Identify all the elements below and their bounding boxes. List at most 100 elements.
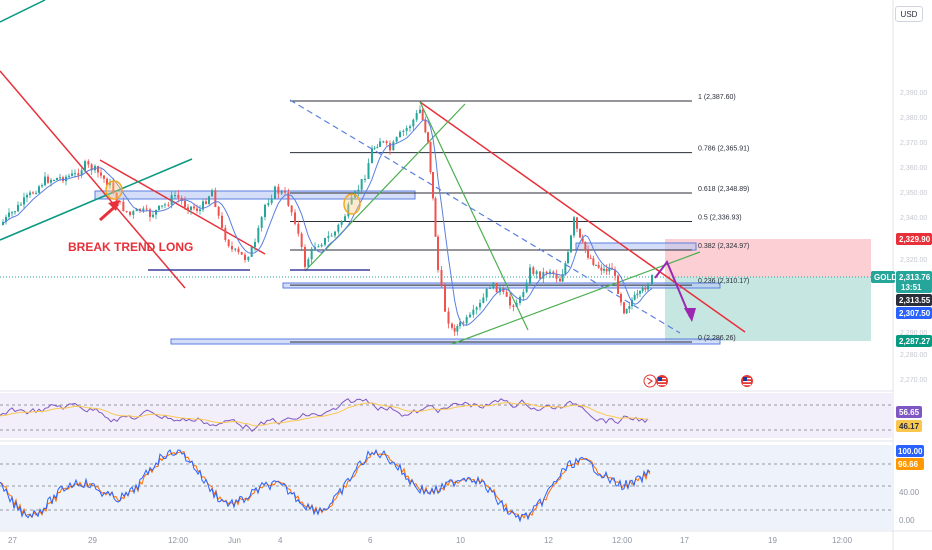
candle-body: [106, 178, 108, 186]
resistance-zone[interactable]: [575, 242, 697, 251]
projection-arrow[interactable]: [654, 260, 691, 318]
annotation-text[interactable]: BREAK TREND LONG: [68, 240, 193, 254]
candle-body: [552, 271, 555, 274]
highlight-circle[interactable]: [105, 180, 123, 200]
candle-body: [20, 204, 22, 206]
candle-body: [603, 268, 605, 271]
candle-body: [237, 248, 240, 253]
svg-text:96.66: 96.66: [898, 460, 919, 469]
candle-body: [180, 198, 183, 201]
candle-body: [267, 203, 270, 205]
candle-body: [456, 325, 459, 332]
svg-text:2,280.00: 2,280.00: [900, 352, 927, 359]
candle-body: [74, 173, 76, 175]
candle-body: [170, 195, 173, 205]
resistance-zone[interactable]: [94, 190, 416, 200]
candle-body: [515, 302, 518, 307]
candle-body: [129, 211, 131, 215]
candle-body: [376, 146, 379, 148]
uptrend-line[interactable]: [0, 158, 193, 241]
moving-average: [2, 119, 653, 326]
candle-body: [337, 224, 340, 232]
candle-body: [567, 252, 569, 264]
candle-body: [280, 191, 283, 194]
candle-body: [190, 206, 192, 210]
candle-body: [307, 259, 310, 267]
downtrend-line[interactable]: [419, 101, 746, 333]
candle-body: [389, 143, 391, 151]
candle-body: [628, 306, 631, 310]
candle-body: [35, 192, 37, 194]
candle-body: [395, 137, 398, 142]
candle-body: [440, 269, 443, 287]
candle-body: [600, 267, 603, 271]
candle-body: [167, 204, 170, 206]
candle-body: [444, 286, 446, 312]
uptrend-line[interactable]: [0, 0, 46, 23]
price-badge-dark: 2,313.55: [896, 294, 932, 306]
candle-body: [625, 309, 628, 314]
dashed-channel-line[interactable]: [289, 99, 681, 334]
rsi-ma-badge: 46.17: [896, 420, 922, 432]
candle-body: [605, 268, 608, 272]
candle-body: [152, 214, 154, 217]
price-badge-blue: 2,307.50: [896, 307, 932, 319]
candle-body: [589, 257, 592, 259]
fib-level-label: 0.382 (2,324.97): [698, 243, 749, 250]
svg-text:100.00: 100.00: [898, 447, 923, 456]
candle-body: [472, 309, 475, 315]
candle-body: [284, 191, 286, 193]
candle-body: [250, 247, 253, 257]
highlight-circle[interactable]: [343, 193, 361, 215]
candle-body: [623, 302, 625, 314]
fib-level-label: 0.618 (2,348.89): [698, 186, 749, 193]
candle-body: [139, 208, 141, 211]
time-axis[interactable]: 27 29 12:00 Jun 4 6 10 12 12:00 17 19 12:00: [8, 536, 853, 545]
candle-body: [636, 293, 639, 296]
svg-text:GOLD: GOLD: [874, 273, 897, 282]
candle-body: [633, 295, 636, 300]
candle-body: [549, 271, 551, 274]
candle-body: [631, 299, 633, 307]
price-badge-red: 2,329.90: [896, 233, 932, 245]
candle-body: [290, 205, 293, 213]
stop-loss-zone[interactable]: [665, 239, 871, 277]
candle-body: [639, 291, 641, 294]
svg-text:46.17: 46.17: [899, 422, 920, 431]
candle-body: [482, 297, 485, 303]
downtrend-line[interactable]: [0, 70, 186, 289]
flag-us-icon[interactable]: [741, 375, 753, 387]
fib-level-label: 0 (2,286.26): [698, 335, 736, 342]
fib-level-label: 1 (2,387.60): [698, 94, 736, 101]
candle-body: [532, 267, 535, 275]
fib-level-label: 0.236 (2,310.17): [698, 278, 749, 285]
candle-body: [109, 182, 111, 186]
candle-body: [347, 204, 350, 217]
candle-body: [199, 209, 201, 212]
candle-body: [367, 163, 370, 179]
candle-body: [539, 271, 541, 279]
projection-arrowhead: [684, 308, 696, 322]
uptrend-line[interactable]: [451, 251, 701, 345]
candle-body: [221, 215, 223, 228]
candle-body: [379, 141, 381, 147]
time-axis-label: 12:00: [832, 536, 853, 545]
flag-us-icon[interactable]: [643, 374, 657, 388]
candle-body: [542, 271, 545, 279]
time-axis-label: 4: [278, 536, 283, 545]
currency-button[interactable]: USD: [895, 6, 923, 22]
candle-body: [579, 228, 581, 238]
candle-body: [608, 267, 611, 272]
candle-body: [479, 302, 481, 308]
rsi-ma-line: [0, 402, 648, 427]
candle-body: [402, 130, 405, 132]
candle-body: [373, 147, 376, 149]
candle-body: [499, 287, 501, 293]
candle-body: [570, 235, 572, 253]
uptrend-line[interactable]: [304, 103, 466, 272]
flag-us-icon[interactable]: [656, 375, 668, 387]
candle-body: [211, 190, 213, 197]
time-axis-label: 12:00: [612, 536, 633, 545]
